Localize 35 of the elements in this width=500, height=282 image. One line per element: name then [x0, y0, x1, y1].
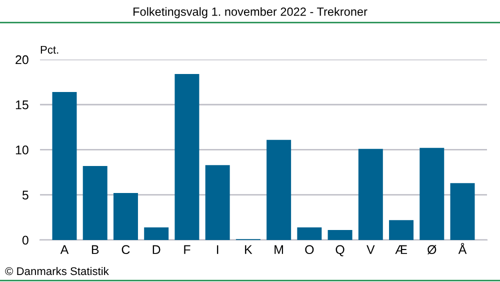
bar [205, 165, 230, 240]
bar [52, 92, 77, 240]
chart-title: Folketingsvalg 1. november 2022 - Trekroner [134, 7, 368, 18]
text: © Danmarks Statistik [5, 266, 109, 276]
y-tick-label: 10 [16, 146, 28, 154]
bar [266, 140, 292, 240]
x-tick-label: K [245, 245, 252, 254]
bar [389, 220, 414, 240]
x-tick-label: B [92, 245, 99, 254]
bar [328, 230, 352, 240]
bar [113, 193, 138, 240]
bar [358, 148, 383, 240]
y-axis-title: Pct. [40, 46, 58, 54]
y-tick-label: 5 [22, 190, 28, 200]
x-tick-label: Q [336, 245, 344, 256]
bar [450, 183, 475, 240]
y-tick-label: 20 [16, 55, 28, 64]
x-tick-label: I [216, 245, 218, 254]
bar [297, 227, 322, 240]
x-tick-label: Ø [427, 244, 436, 254]
x-tick-label: D [152, 245, 160, 254]
x-tick-label: V [366, 245, 375, 254]
y-tick-label: 15 [16, 100, 28, 110]
x-tick-label: A [60, 245, 69, 254]
x-tick-label: C [122, 245, 130, 254]
x-tick-label: F [184, 245, 190, 254]
x-tick-label: Æ [395, 245, 407, 254]
y-tick-label: 0 [22, 236, 28, 245]
bar [82, 166, 108, 240]
bar [174, 74, 200, 240]
x-tick-label: O [305, 245, 314, 254]
x-tick-label: M [274, 245, 283, 254]
bar [144, 227, 169, 240]
bar [420, 148, 444, 240]
x-tick-label: Å [458, 242, 467, 254]
